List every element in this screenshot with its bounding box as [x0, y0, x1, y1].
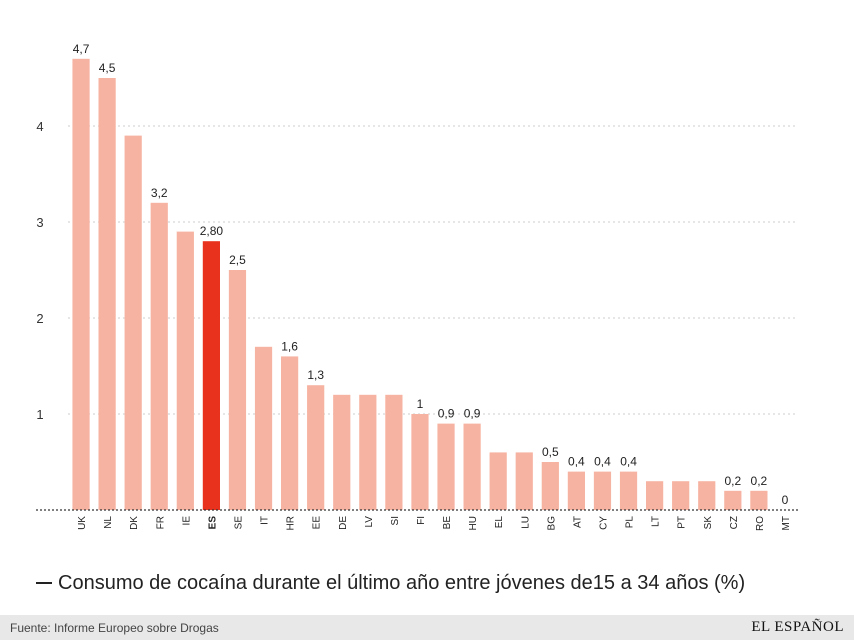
x-tick-label: NL	[103, 516, 114, 529]
x-tick-label: LU	[520, 516, 531, 529]
data-label: 4,7	[73, 42, 90, 56]
data-label: 0,4	[594, 455, 611, 469]
axis-layer: 1 2 3 4 UK NL DK FR IE ES SE IT HR EE DE LV SI FI BE HU EL LU…	[36, 119, 798, 531]
data-label: 0,2	[751, 474, 768, 488]
bar	[489, 452, 507, 510]
bar	[593, 471, 612, 510]
x-tick-label: LT	[651, 516, 662, 527]
legend: Consumo de cocaína durante el último año…	[36, 568, 745, 598]
x-tick-label: ES	[207, 516, 218, 530]
bar	[307, 385, 325, 510]
x-tick-label: BG	[546, 516, 557, 531]
bar	[515, 452, 533, 510]
bar	[411, 414, 429, 510]
data-label: 0	[782, 493, 789, 507]
bar-chart: 4,7 4,5 3,2 2,80 2,5 1,6 1,3 1 0,9 0,9 0,5 0,4 0,4 0,…	[36, 42, 798, 531]
data-label: 0,2	[724, 474, 741, 488]
bar	[150, 202, 168, 511]
data-label: 0,4	[620, 455, 637, 469]
bar	[619, 471, 638, 510]
bar	[333, 394, 351, 510]
data-label: 0,4	[568, 455, 585, 469]
y-tick-label: 4	[36, 119, 43, 134]
source-text: Fuente: Informe Europeo sobre Drogas	[10, 620, 219, 635]
bar	[124, 135, 142, 510]
x-tick-label: CZ	[729, 516, 740, 529]
data-label: 1,3	[307, 368, 324, 382]
data-label: 1	[417, 397, 424, 411]
x-tick-label: IE	[181, 516, 192, 526]
x-tick-label: SK	[703, 516, 714, 530]
bar	[281, 356, 299, 510]
y-tick-label: 1	[36, 407, 43, 422]
bar	[385, 394, 403, 510]
bar	[202, 241, 220, 510]
bar	[176, 231, 194, 510]
legend-label: Consumo de cocaína durante el último año…	[58, 571, 746, 594]
brand-logo: EL ESPAÑOL	[751, 619, 844, 635]
bar	[72, 58, 90, 511]
bar	[437, 423, 455, 510]
bar	[567, 471, 585, 510]
bar	[672, 481, 690, 510]
x-tick-label: IT	[260, 516, 271, 525]
x-tick-label: RO	[755, 516, 766, 531]
y-tick-label: 2	[36, 311, 43, 326]
x-tick-label: EE	[312, 516, 323, 530]
bar	[698, 481, 716, 510]
data-label: 0,5	[542, 445, 559, 459]
data-label: 0,9	[464, 407, 481, 421]
x-tick-label: EL	[494, 516, 505, 529]
x-tick-label: SE	[233, 516, 244, 530]
bar	[98, 78, 116, 510]
x-tick-label: BE	[442, 516, 453, 530]
bar	[463, 423, 481, 510]
x-tick-label: PT	[677, 516, 688, 529]
bar	[724, 490, 742, 510]
bar	[254, 346, 273, 510]
data-label: 3,2	[151, 186, 168, 200]
x-tick-label: HR	[286, 516, 297, 530]
x-tick-label: DE	[338, 516, 349, 530]
bar	[750, 490, 768, 510]
x-tick-label: HU	[468, 516, 479, 530]
x-tick-label: FR	[155, 516, 166, 529]
footer: Fuente: Informe Europeo sobre Drogas EL …	[0, 615, 854, 640]
legend-line-icon	[36, 582, 52, 584]
bar	[359, 394, 377, 510]
data-label: 2,80	[200, 224, 224, 238]
data-label: 0,9	[438, 407, 455, 421]
y-tick-label: 3	[36, 215, 43, 230]
x-tick-label: FI	[416, 516, 427, 525]
bar	[541, 462, 559, 510]
x-tick-label: UK	[77, 516, 88, 530]
bar	[228, 270, 247, 510]
labels-layer: 4,7 4,5 3,2 2,80 2,5 1,6 1,3 1 0,9 0,9 0,5 0,4 0,4 0,…	[73, 42, 789, 507]
x-tick-label: SI	[390, 516, 401, 525]
x-tick-label: AT	[572, 516, 583, 528]
data-label: 2,5	[229, 253, 246, 267]
bar	[646, 481, 664, 510]
x-tick-label: MT	[781, 516, 792, 530]
bars-layer	[72, 58, 768, 511]
x-tick-label: DK	[129, 516, 140, 530]
data-label: 1,6	[281, 339, 298, 353]
x-tick-label: LV	[364, 516, 375, 528]
x-tick-label: PL	[625, 516, 636, 529]
data-label: 4,5	[99, 61, 116, 75]
x-tick-label: CY	[598, 516, 609, 530]
